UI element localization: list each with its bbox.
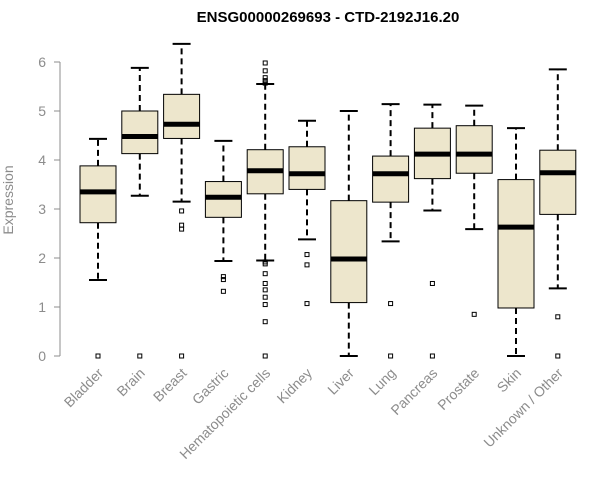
box-iqr (497, 179, 535, 309)
x-category-label: Unknown / Other (480, 365, 566, 451)
outlier-point (262, 302, 268, 308)
x-category-label: Kidney (274, 365, 316, 407)
box-kidney (288, 119, 326, 307)
box-iqr (455, 125, 493, 174)
outlier-point (304, 301, 310, 307)
x-category-label: Prostate (434, 365, 482, 413)
box-unknown-other (539, 68, 577, 359)
outlier-point (262, 75, 268, 81)
outlier-point (304, 252, 310, 258)
box-skin (497, 127, 535, 357)
outlier-point (262, 294, 268, 300)
outlier-point (262, 271, 268, 277)
x-category-label: Liver (324, 365, 357, 398)
outlier-point (179, 353, 185, 359)
outlier-point (179, 226, 185, 232)
outlier-point (179, 208, 185, 214)
x-category-label: Brain (113, 365, 147, 399)
outlier-point (304, 262, 310, 268)
box-lung (372, 103, 410, 359)
outlier-point (262, 319, 268, 325)
outlier-point (429, 353, 435, 359)
y-tick-label: 2 (38, 250, 46, 266)
outlier-point (429, 280, 435, 286)
y-axis-label: Expression (0, 165, 16, 234)
y-tick-label: 0 (38, 348, 46, 364)
outlier-point (262, 280, 268, 286)
outlier-point (220, 277, 226, 283)
y-tick-label: 1 (38, 299, 46, 315)
outlier-point (137, 353, 143, 359)
box-series (79, 42, 577, 359)
outlier-point (555, 314, 561, 320)
box-hematopoietic-cells (246, 60, 284, 359)
outlier-point (388, 353, 394, 359)
box-prostate (455, 104, 493, 317)
box-iqr (539, 149, 577, 215)
box-breast (163, 42, 201, 359)
box-iqr (372, 155, 410, 203)
box-pancreas (413, 103, 451, 359)
outlier-point (471, 311, 477, 317)
chart-title: ENSG00000269693 - CTD-2192J16.20 (197, 9, 460, 26)
box-iqr (330, 200, 368, 304)
outlier-point (262, 68, 268, 74)
outlier-point (262, 80, 268, 86)
box-iqr (288, 146, 326, 190)
outlier-point (262, 287, 268, 293)
outlier-point (262, 353, 268, 359)
outlier-point (262, 261, 268, 267)
outlier-point (220, 274, 226, 280)
x-category-label: Skin (494, 365, 525, 396)
box-iqr (163, 93, 201, 139)
x-category-label: Breast (150, 365, 190, 405)
box-brain (121, 66, 159, 359)
outlier-point (220, 288, 226, 294)
box-liver (330, 110, 368, 357)
x-category-label: Lung (365, 365, 398, 398)
outlier-point (555, 353, 561, 359)
y-tick-label: 4 (38, 152, 46, 168)
x-category-label: Bladder (61, 365, 107, 411)
outlier-point (388, 301, 394, 307)
outlier-point (179, 222, 185, 228)
y-tick-label: 6 (38, 54, 46, 70)
box-iqr (121, 110, 159, 155)
outlier-point (95, 353, 101, 359)
y-tick-label: 3 (38, 201, 46, 217)
box-gastric (204, 139, 242, 294)
box-bladder (79, 137, 117, 359)
y-axis: 0 1 2 3 4 5 6 (38, 54, 61, 364)
outlier-point (262, 60, 268, 66)
y-tick-label: 5 (38, 103, 46, 119)
